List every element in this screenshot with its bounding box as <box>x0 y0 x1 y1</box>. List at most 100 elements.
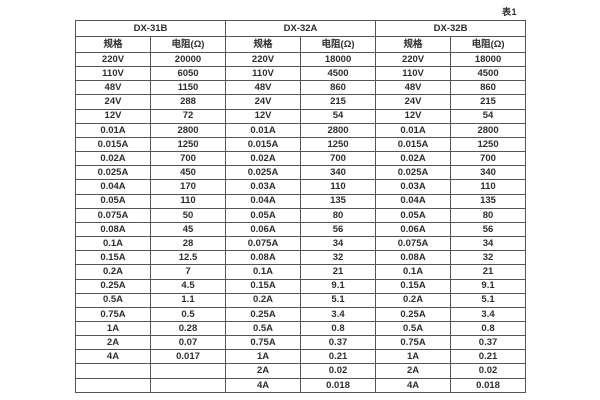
resistance-cell: 1250 <box>149 136 227 153</box>
spec-cell: 0.025A <box>375 165 452 181</box>
spec-cell: 0.03A <box>225 179 302 195</box>
resistance-cell: 9.1 <box>300 278 377 294</box>
table-row: 0.75A 0.5 0.25A 3.4 0.25A 3.4 <box>75 306 527 322</box>
spec-cell: 0.2A <box>375 292 452 308</box>
resistance-cell: 860 <box>300 80 377 96</box>
resistance-cell: 2800 <box>149 122 227 138</box>
resistance-column-header: 电阻(Ω) <box>300 36 377 53</box>
table-row: 0.075A 50 0.05A 80 0.05A 80 <box>75 207 527 223</box>
resistance-cell: 54 <box>300 108 377 124</box>
spec-cell: 0.05A <box>375 207 452 223</box>
spec-cell: 0.1A <box>375 264 452 280</box>
resistance-cell: 215 <box>300 94 377 110</box>
spec-cell: 0.015A <box>375 136 452 153</box>
spec-cell: 0.05A <box>75 193 151 209</box>
spec-cell: 220V <box>375 51 452 68</box>
resistance-cell: 0.8 <box>450 320 527 337</box>
resistance-cell: 21 <box>450 264 527 280</box>
spec-cell: 4A <box>225 377 302 394</box>
resistance-cell: 72 <box>149 108 227 124</box>
group-header-dx-32a: DX-32A <box>225 20 377 37</box>
table-row: 4A 0.018 4A 0.018 <box>75 377 527 394</box>
resistance-cell: 45 <box>149 221 227 238</box>
resistance-cell: 3.4 <box>300 306 377 322</box>
resistance-cell: 215 <box>450 94 527 110</box>
resistance-cell: 0.37 <box>300 335 377 351</box>
spec-cell: 1A <box>75 320 151 337</box>
spec-cell: 0.25A <box>225 306 302 322</box>
spec-cell: 24V <box>225 94 302 110</box>
spec-cell: 0.08A <box>375 250 452 266</box>
resistance-cell: 1.1 <box>149 292 227 308</box>
spec-cell: 0.04A <box>75 179 151 195</box>
resistance-cell: 7 <box>149 264 227 280</box>
spec-cell: 0.2A <box>75 264 151 280</box>
resistance-cell: 32 <box>450 250 527 266</box>
spec-cell: 4A <box>75 349 151 365</box>
spec-cell: 2A <box>75 335 151 351</box>
resistance-cell: 0.07 <box>149 335 227 351</box>
resistance-cell <box>149 363 227 379</box>
table-row: 12V 72 12V 54 12V 54 <box>75 108 527 124</box>
resistance-cell: 0.02 <box>300 363 377 379</box>
resistance-cell: 34 <box>450 236 527 252</box>
resistance-cell: 28 <box>149 236 227 252</box>
resistance-cell: 0.8 <box>300 320 377 337</box>
resistance-cell: 5.1 <box>300 292 377 308</box>
spec-cell: 0.04A <box>225 193 302 209</box>
spec-cell: 0.015A <box>225 136 302 153</box>
column-header-row: 规格 电阻(Ω) 规格 电阻(Ω) 规格 电阻(Ω) <box>75 36 527 53</box>
resistance-cell: 12.5 <box>149 250 227 266</box>
spec-cell: 48V <box>75 80 151 96</box>
table-row: 0.015A 1250 0.015A 1250 0.015A 1250 <box>75 136 527 153</box>
resistance-cell: 20000 <box>149 51 227 68</box>
spec-cell: 4A <box>375 377 452 394</box>
resistance-cell: 170 <box>149 179 227 195</box>
table-row: 0.1A 28 0.075A 34 0.075A 34 <box>75 236 527 252</box>
spec-cell: 1A <box>375 349 452 365</box>
spec-cell: 48V <box>375 80 452 96</box>
resistance-cell: 0.02 <box>450 363 527 379</box>
resistance-cell: 1250 <box>450 136 527 153</box>
resistance-cell: 18000 <box>300 51 377 68</box>
resistance-cell: 80 <box>450 207 527 223</box>
resistance-column-header: 电阻(Ω) <box>450 36 527 53</box>
spec-cell: 0.15A <box>375 278 452 294</box>
table-row: 110V 6050 110V 4500 110V 4500 <box>75 66 527 82</box>
spec-column-header: 规格 <box>375 36 452 53</box>
resistance-cell: 110 <box>450 179 527 195</box>
table-row: 2A 0.07 0.75A 0.37 0.75A 0.37 <box>75 335 527 351</box>
resistance-cell: 0.37 <box>450 335 527 351</box>
table-row: 220V 20000 220V 18000 220V 18000 <box>75 51 527 68</box>
resistance-cell: 2800 <box>450 122 527 138</box>
resistance-cell: 4.5 <box>149 278 227 294</box>
spec-cell: 110V <box>225 66 302 82</box>
resistance-cell: 54 <box>450 108 527 124</box>
spec-cell: 2A <box>225 363 302 379</box>
resistance-cell: 4500 <box>450 66 527 82</box>
resistance-cell: 288 <box>149 94 227 110</box>
resistance-cell: 860 <box>450 80 527 96</box>
resistance-cell: 700 <box>450 151 527 167</box>
spec-cell: 0.01A <box>75 122 151 138</box>
resistance-cell <box>149 377 227 394</box>
spec-cell: 0.03A <box>375 179 452 195</box>
spec-cell: 0.06A <box>225 221 302 238</box>
spec-cell: 0.02A <box>375 151 452 167</box>
resistance-cell: 700 <box>300 151 377 167</box>
spec-cell: 110V <box>375 66 452 82</box>
table-row: 1A 0.28 0.5A 0.8 0.5A 0.8 <box>75 320 527 337</box>
resistance-cell: 0.018 <box>300 377 377 394</box>
table-row: 0.15A 12.5 0.08A 32 0.08A 32 <box>75 250 527 266</box>
group-header-row: DX-31B DX-32A DX-32B <box>74 20 527 37</box>
spec-cell: 48V <box>225 80 302 96</box>
spec-cell <box>75 377 151 394</box>
table-row: 0.5A 1.1 0.2A 5.1 0.2A 5.1 <box>75 292 527 308</box>
spec-cell: 0.5A <box>375 320 452 337</box>
resistance-cell: 6050 <box>149 66 227 82</box>
spec-cell: 220V <box>75 51 151 68</box>
spec-cell: 0.04A <box>375 193 452 209</box>
spec-cell: 12V <box>75 108 151 124</box>
spec-cell: 24V <box>375 94 452 110</box>
